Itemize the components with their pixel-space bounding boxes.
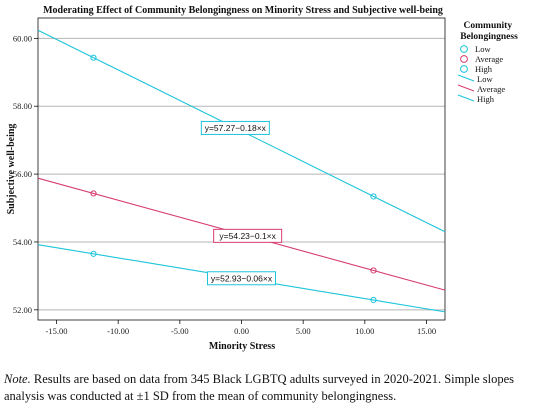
legend-marker-label: Low [475,44,491,54]
equation-label-low: y=57.27−0.18×x [205,123,267,133]
x-tick-label: 10.00 [355,326,374,336]
series-points [90,54,377,304]
y-tick-label: 54.00 [13,237,32,247]
data-point-low [90,54,97,61]
gridlines [38,37,445,311]
x-tick-label: 5.00 [296,326,311,336]
legend-line-label: Low [477,74,493,84]
legend-marker-label: Average [475,54,503,64]
y-tick-label: 56.00 [13,169,32,179]
y-tick-label: 60.00 [13,33,32,43]
legend-marker-label: High [475,64,493,74]
x-tick-label: 15.00 [417,326,436,336]
equation-labels: y=57.27−0.18×x y=54.23−0.1×x y=52.93−0.06×… [200,120,283,286]
legend: Community Belongingness LowAverageHighLo… [457,21,518,104]
legend-line-average [457,84,475,92]
legend-marker-high [460,65,468,73]
data-point-low [370,193,377,200]
legend-title: Community Belongingness [460,21,518,42]
data-point-high [90,250,97,257]
series-lines [37,29,446,313]
x-tick-label: 0.00 [234,326,249,336]
note-text: Results are based on data from 345 Black… [4,372,514,403]
x-ticks: -15.00 -10.00 -5.00 0.00 5.00 10.00 15.00 [46,320,436,336]
equation-box-high [207,271,276,286]
figure-note: Note. Results are based on data from 345… [4,371,548,405]
legend-line-low [457,74,475,82]
chart-title: Moderating Effect of Community Belonging… [43,5,443,16]
legend-marker-low [460,45,468,53]
legend-line-label: High [477,94,495,104]
y-tick-label: 52.00 [13,305,32,315]
data-point-high [370,296,377,304]
data-point-average [370,267,377,274]
legend-line-high [457,94,475,102]
chart: Moderating Effect of Community Belonging… [6,5,518,352]
x-axis-label: Minority Stress [209,341,275,352]
x-tick-label: -15.00 [46,326,68,336]
equation-label-high: y=52.93−0.06×x [211,273,273,283]
legend-title-line-1: Community [464,21,513,31]
x-tick-label: -5.00 [171,326,189,336]
data-point-average [90,190,97,197]
y-tick-label: 58.00 [13,101,32,111]
equation-box-average [213,228,283,243]
x-tick-label: -10.00 [107,326,129,336]
y-axis-label: Subjective well-being [6,124,17,215]
note-label: Note. [4,372,31,386]
y-ticks: 52.00 54.00 56.00 58.00 60.00 [13,33,38,315]
legend-marker-average [460,55,468,63]
equation-label-average: y=54.23−0.1×x [219,231,276,241]
equation-box-low [200,120,270,135]
legend-line-label: Average [477,84,505,94]
legend-title-line-2: Belongingness [460,32,518,42]
